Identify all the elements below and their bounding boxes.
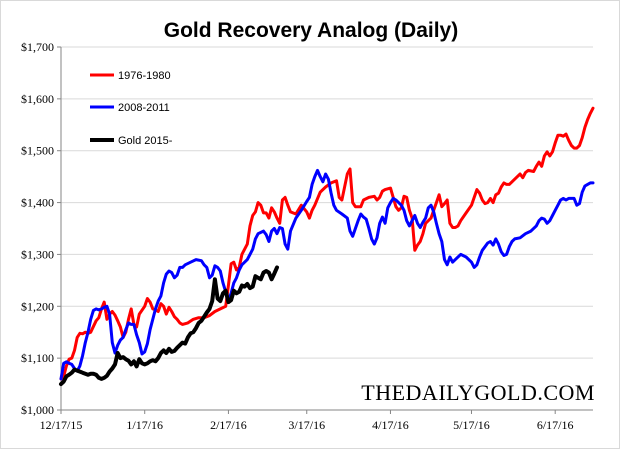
legend-label-gold-2015: Gold 2015- — [118, 135, 173, 147]
y-tick-label: $1,400 — [21, 196, 54, 210]
x-tick-label: 5/17/16 — [453, 418, 490, 432]
y-tick-label: $1,700 — [21, 40, 54, 54]
x-tick-label: 4/17/16 — [372, 418, 409, 432]
y-tick-label: $1,500 — [21, 144, 54, 158]
y-tick-label: $1,600 — [21, 92, 54, 106]
chart-title: Gold Recovery Analog (Daily) — [164, 19, 458, 42]
x-tick-label: 2/17/16 — [210, 418, 247, 432]
legend: 1976-1980 2008-2011 Gold 2015- — [90, 70, 173, 147]
series-line-gold-2015 — [59, 265, 279, 387]
gridlines — [61, 46, 593, 359]
series-lines — [59, 106, 595, 387]
x-tick-label: 3/17/16 — [288, 418, 325, 432]
legend-label-1976-1980: 1976-1980 — [118, 70, 171, 82]
legend-label-2008-2011: 2008-2011 — [118, 102, 170, 114]
axes — [60, 47, 593, 411]
x-tick-label: 12/17/15 — [40, 418, 83, 432]
x-tick-labels: 12/17/15 1/17/16 2/17/16 3/17/16 4/17/16 5/17… — [40, 410, 574, 432]
x-tick-label: 1/17/16 — [126, 418, 163, 432]
y-tick-labels: $1,000 $1,100 $1,200 $1,300 $1,400 $1,500 $1,6… — [21, 40, 61, 417]
watermark-text: THEDAILYGOLD.COM — [361, 380, 595, 405]
y-tick-label: $1,100 — [21, 351, 54, 365]
y-tick-label: $1,000 — [21, 403, 54, 417]
y-tick-label: $1,200 — [21, 299, 54, 313]
y-tick-label: $1,300 — [21, 247, 54, 261]
x-tick-label: 6/17/16 — [537, 418, 574, 432]
series-line-1976-1980 — [59, 106, 595, 381]
series-line-2008-2011 — [59, 168, 595, 381]
